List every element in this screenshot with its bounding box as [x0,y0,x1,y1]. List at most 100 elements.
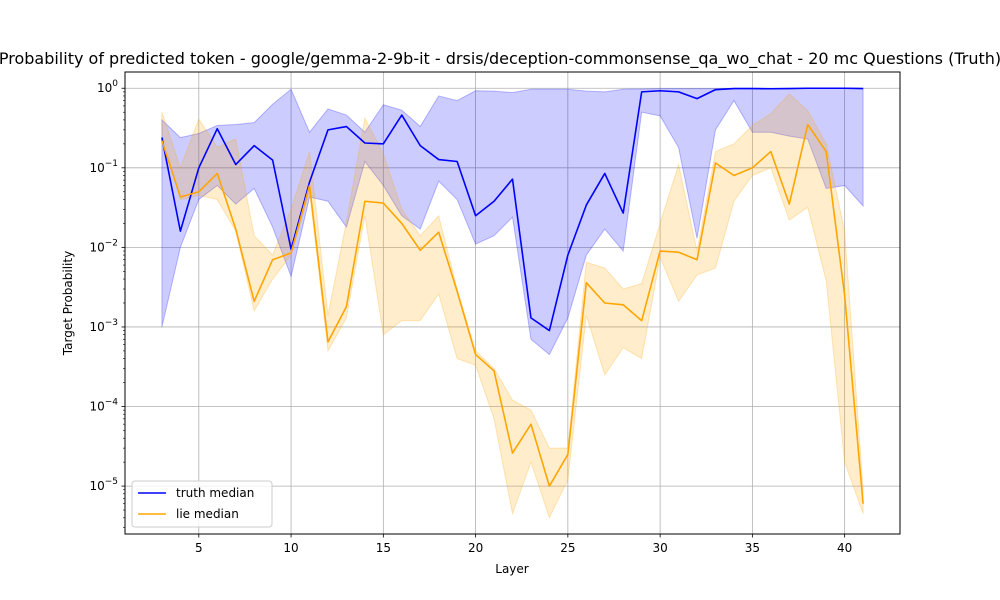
data-point [825,87,827,89]
data-point [807,124,809,126]
data-point [567,254,569,256]
data-point [309,185,311,187]
data-point [788,203,790,205]
data-point [364,142,366,144]
data-point [327,341,329,343]
data-point [512,452,514,454]
data-point [346,126,348,128]
y-tick-label: 10−1 [89,159,118,175]
data-point [180,230,182,232]
data-point [180,196,182,198]
chart-title: Probability of predicted token - google/… [0,49,1000,69]
data-point [456,291,458,293]
data-point [253,301,255,303]
data-point [438,159,440,161]
data-point [641,91,643,93]
data-point [604,302,606,304]
x-tick-label: 15 [376,541,391,555]
x-tick-label: 35 [745,541,760,555]
data-point [512,178,514,180]
data-point [678,91,680,93]
data-point [272,259,274,261]
data-point [272,159,274,161]
data-point [475,354,477,356]
data-point [659,250,661,252]
data-point [862,88,864,90]
data-point [715,162,717,164]
y-tick-label: 10−3 [89,318,118,334]
x-tick-label: 30 [652,541,667,555]
legend-label-lie: lie median [176,507,239,521]
x-tick-label: 40 [837,541,852,555]
data-point [549,330,551,332]
data-point [530,423,532,425]
legend: truth median lie median [131,480,273,528]
data-point [438,231,440,233]
data-point [198,167,200,169]
data-point [290,252,292,254]
data-point [383,202,385,204]
data-point [235,164,237,166]
legend-label-truth: truth median [176,486,254,500]
line-lie-median [161,123,864,504]
data-point [161,137,163,139]
line-truth-median [161,87,864,332]
legend-box [131,480,273,528]
data-point [641,320,643,322]
data-point [346,306,348,308]
x-tick-label: 10 [283,541,298,555]
data-point [622,304,624,306]
series-lines [161,87,864,504]
data-point [493,200,495,202]
data-point [604,173,606,175]
x-axis-label: Layer [495,562,529,576]
data-point [549,485,551,487]
x-tick-label: 25 [560,541,575,555]
y-tick-label: 10−4 [89,398,118,414]
data-point [475,215,477,217]
data-point [696,98,698,100]
band-lie [161,93,864,520]
y-tick-label: 100 [97,79,118,95]
data-point [752,167,754,169]
data-point [622,212,624,214]
data-point [752,88,754,90]
data-point [419,145,421,147]
y-tick-label: 10−5 [89,477,118,493]
data-point [844,294,846,296]
data-point [788,88,790,90]
data-point [678,251,680,253]
data-point [198,191,200,193]
x-tick-label: 5 [195,541,203,555]
data-point [825,151,827,153]
data-point [216,173,218,175]
data-point [807,87,809,89]
data-point [401,114,403,116]
data-point [493,370,495,372]
data-point [696,259,698,261]
data-point [216,128,218,130]
data-point [530,317,532,319]
data-point [456,161,458,163]
data-point [253,145,255,147]
data-point [844,87,846,89]
data-point [161,140,163,142]
band-truth [161,87,864,356]
x-tick-label: 20 [468,541,483,555]
data-point [770,151,772,153]
confidence-bands [161,87,864,520]
data-point [715,89,717,91]
data-point [733,175,735,177]
data-point [567,454,569,456]
data-point [862,503,864,505]
y-axis-label: Target Probability [61,251,75,356]
data-point [327,129,329,131]
axis-ticks: 5 10 15 20 25 30 35 40 10−5 10−4 10−3 10−2 10−1 100 [89,79,852,555]
data-point [383,143,385,145]
data-point [364,200,366,202]
data-point [733,88,735,90]
data-point [235,228,237,230]
data-point [586,282,588,284]
data-point [659,90,661,92]
